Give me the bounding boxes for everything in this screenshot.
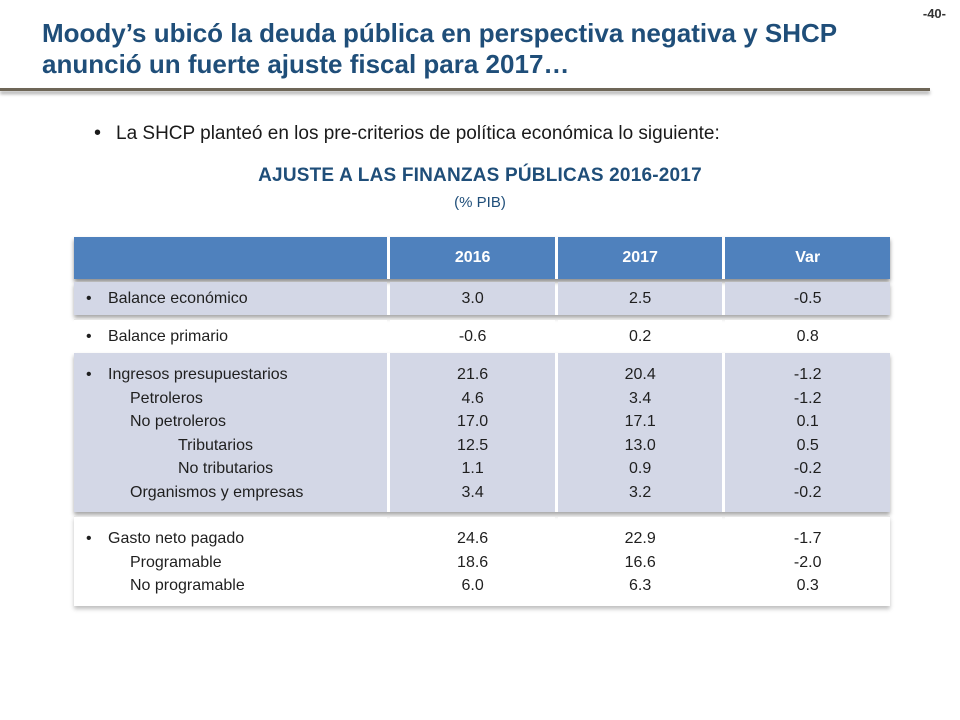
title-divider [0, 88, 930, 91]
value-2016: 3.4 [461, 483, 484, 501]
value-2017: 0.9 [629, 460, 652, 477]
value-2017: 13.0 [624, 436, 656, 454]
value-var: -1.2 [793, 389, 822, 407]
bullet-icon: • [94, 122, 102, 144]
table-unit: (% PIB) [454, 194, 506, 211]
value-var: -0.2 [793, 483, 822, 501]
header-cell-2017: 2017 [557, 237, 723, 279]
value-var-cell: -0.5 [725, 282, 890, 315]
value-var: -0.2 [793, 460, 822, 477]
value-2016: 6.0 [461, 577, 484, 594]
row-label: Organismos y empresas [130, 483, 304, 501]
value-var: 0.3 [796, 577, 819, 594]
row-label-cell: Balance primario [74, 320, 388, 353]
value-var: -1.2 [793, 366, 822, 383]
value-2017-cell: 2.5 [557, 282, 723, 315]
value-2016-cell: -0.6 [390, 320, 555, 353]
row-label: Balance primario [86, 320, 387, 353]
value-2016: 1.1 [461, 460, 484, 477]
value-2016: -0.6 [458, 328, 487, 345]
value-2017: 3.4 [629, 389, 652, 407]
row-label: Gasto neto pagado [86, 527, 387, 551]
table-row-ingresos: Ingresos presupuestarios Petroleros No p… [74, 353, 890, 512]
value-2016: 4.6 [461, 389, 484, 407]
row-label-cell: Gasto neto pagado Programable No program… [74, 517, 388, 606]
value-2016: 24.6 [457, 530, 489, 547]
row-label: Tributarios [178, 436, 253, 454]
row-label-cell: Ingresos presupuestarios Petroleros No p… [74, 353, 388, 512]
row-label: No petroleros [130, 413, 227, 430]
table-header-row: 2016 2017 Var [74, 237, 890, 279]
bullet-point: • La SHCP planteó en los pre-criterios de… [94, 122, 720, 145]
row-label: No programable [130, 577, 245, 594]
value-2016-cell: 3.0 [390, 282, 555, 315]
header-cell-var: Var [725, 237, 890, 279]
value-var: 0.1 [796, 413, 819, 430]
value-2016: 18.6 [457, 553, 489, 571]
value-var-cell: -1.2 -1.2 0.1 0.5 -0.2 -0.2 [725, 353, 890, 512]
value-2016-cell: 21.6 4.6 17.0 12.5 1.1 3.4 [390, 353, 555, 512]
value-2017: 2.5 [629, 290, 652, 307]
table-row-balance-economico: Balance económico 3.0 2.5 -0.5 [74, 282, 890, 315]
value-2017: 20.4 [624, 366, 656, 383]
row-label-cell: Balance económico [74, 282, 388, 315]
value-2017: 16.6 [624, 553, 656, 571]
value-var: 0.8 [796, 328, 819, 345]
page-number: -40- [922, 6, 946, 21]
table-title: AJUSTE A LAS FINANZAS PÚBLICAS 2016-2017 [258, 165, 702, 186]
row-label: Petroleros [130, 389, 203, 407]
value-2017: 22.9 [624, 530, 656, 547]
value-2016: 21.6 [457, 366, 489, 383]
value-2017: 6.3 [629, 577, 652, 594]
value-2017-cell: 22.9 16.6 6.3 [557, 517, 723, 606]
value-2017: 0.2 [629, 328, 652, 345]
value-2017-cell: 0.2 [557, 320, 723, 353]
value-var: -2.0 [793, 553, 822, 571]
header-cell-label [74, 237, 388, 279]
value-2017-cell: 20.4 3.4 17.1 13.0 0.9 3.2 [557, 353, 723, 512]
slide-title: Moody’s ubicó la deuda pública en perspe… [42, 18, 837, 79]
value-2016: 17.0 [457, 413, 489, 430]
table-row-gasto: Gasto neto pagado Programable No program… [74, 516, 890, 606]
table-row-balance-primario: Balance primario -0.6 0.2 0.8 [74, 319, 890, 353]
row-label: Programable [130, 553, 222, 571]
row-label: Balance económico [86, 282, 387, 315]
value-var: 0.5 [796, 436, 819, 454]
value-var-cell: -1.7 -2.0 0.3 [725, 517, 890, 606]
row-label: No tributarios [178, 460, 274, 477]
row-label: Ingresos presupuestarios [86, 363, 387, 387]
bullet-text: La SHCP planteó en los pre-criterios de … [116, 123, 720, 144]
value-2016-cell: 24.6 18.6 6.0 [390, 517, 555, 606]
fiscal-adjustment-table: 2016 2017 Var Balance económico 3.0 2.5 … [74, 237, 890, 606]
value-2017: 17.1 [624, 413, 656, 430]
value-var: -1.7 [793, 530, 822, 547]
value-2017: 3.2 [629, 483, 652, 501]
value-var-cell: 0.8 [725, 320, 890, 353]
header-cell-2016: 2016 [390, 237, 555, 279]
value-2016: 12.5 [457, 436, 489, 454]
value-var: -0.5 [793, 290, 822, 307]
value-2016: 3.0 [461, 290, 484, 307]
